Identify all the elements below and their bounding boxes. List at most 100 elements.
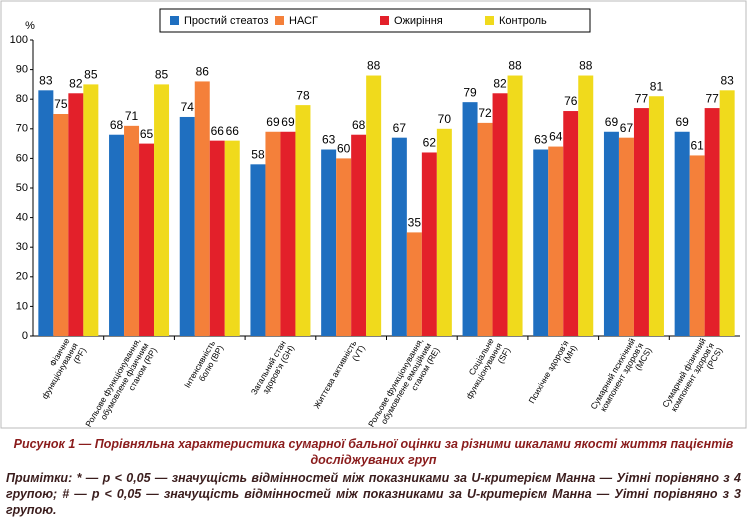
- note: Примітки: * — p < 0,05 — значущість відм…: [6, 471, 741, 517]
- bar: [719, 90, 735, 336]
- legend-swatch: [275, 16, 284, 25]
- x-tick-label: Інтенсивністьболю (BP): [182, 338, 226, 394]
- x-tick-label: Загальний станздоров'я (GH): [249, 338, 296, 401]
- bar: [548, 146, 564, 336]
- data-label: 86: [196, 65, 210, 79]
- bar: [53, 114, 69, 336]
- legend-box: [159, 8, 591, 33]
- x-tick-label: Фізичнефункціонування(PF): [32, 336, 89, 406]
- bar: [674, 131, 690, 336]
- data-label: 76: [564, 94, 578, 108]
- legend-label: НАСГ: [289, 15, 318, 27]
- bar: [38, 90, 54, 336]
- bar: [492, 93, 508, 336]
- bar: [704, 108, 720, 336]
- x-tick-label: Рольове функціонування,обумовлене емоцій…: [366, 336, 442, 430]
- data-label: 69: [266, 115, 280, 129]
- data-label: 71: [125, 109, 139, 123]
- y-tick-label: 80: [16, 93, 28, 105]
- bar: [406, 232, 422, 336]
- bar: [179, 116, 195, 337]
- bar: [533, 149, 549, 336]
- bar: [209, 140, 225, 336]
- bar: [124, 125, 140, 336]
- data-label: 78: [296, 88, 310, 102]
- bar: [462, 102, 478, 336]
- x-tick-label: Сумарний психічнийкомпонент здоров'я(MCS…: [588, 336, 654, 421]
- bar: [603, 131, 619, 336]
- bar: [648, 96, 664, 337]
- data-label: 66: [226, 124, 240, 138]
- bar: [633, 108, 649, 336]
- x-tick-label: Психічне здоров'я(MH): [527, 338, 580, 410]
- legend-swatch: [380, 16, 389, 25]
- bar: [295, 105, 311, 337]
- y-tick-label: 0: [22, 330, 28, 342]
- chart: % 0 10 20 30 40 50 60 70 80 90 100 Простий стеатоз Н…: [0, 0, 747, 430]
- legend-label: Простий стеатоз: [184, 15, 268, 27]
- data-label: 69: [605, 115, 619, 129]
- bar: [421, 152, 437, 336]
- bar: [689, 155, 705, 336]
- data-label: 64: [549, 130, 563, 144]
- bar: [224, 140, 240, 336]
- data-label: 62: [423, 136, 437, 150]
- bar: [366, 75, 382, 337]
- data-label: 77: [635, 91, 649, 105]
- data-label: 82: [69, 76, 83, 90]
- legend-label: Ожиріння: [394, 15, 443, 27]
- y-tick-label: 60: [16, 152, 28, 164]
- bar: [265, 131, 281, 336]
- bar: [194, 81, 210, 336]
- data-label: 81: [650, 79, 664, 93]
- bar: [154, 84, 170, 337]
- legend-label: Контроль: [499, 15, 547, 27]
- y-tick-label: 70: [16, 123, 28, 135]
- y-tick-label: 30: [16, 241, 28, 253]
- bar: [391, 137, 407, 336]
- bar: [68, 93, 84, 336]
- data-label: 61: [690, 139, 704, 153]
- bar: [280, 131, 296, 336]
- x-tick-label: Сумарний фізичнийкомпонент здоров'я(PCS): [660, 336, 724, 419]
- bar: [618, 137, 634, 336]
- data-label: 67: [620, 121, 634, 135]
- data-label: 58: [251, 147, 265, 161]
- data-label: 85: [155, 68, 169, 82]
- data-label: 60: [337, 142, 351, 156]
- y-axis-label: %: [25, 20, 35, 32]
- bar: [477, 122, 493, 336]
- y-tick-label: 10: [16, 300, 28, 312]
- data-label: 35: [408, 216, 422, 230]
- bar: [321, 149, 337, 336]
- bar: [83, 84, 99, 337]
- data-label: 85: [84, 68, 98, 82]
- x-tick-label: Соціальнефункціонування(SF): [456, 336, 513, 406]
- data-label: 65: [140, 127, 154, 141]
- data-label: 74: [181, 100, 195, 114]
- data-label: 79: [463, 85, 477, 99]
- data-label: 63: [534, 133, 548, 147]
- legend-swatch: [485, 16, 494, 25]
- data-label: 77: [705, 91, 719, 105]
- data-label: 66: [211, 124, 225, 138]
- data-label: 68: [110, 118, 124, 132]
- y-tick-label: 20: [16, 271, 28, 283]
- bar: [436, 128, 452, 336]
- data-label: 83: [39, 73, 53, 87]
- data-label: 70: [438, 112, 452, 126]
- data-label: 88: [367, 59, 381, 73]
- bar: [336, 158, 352, 336]
- legend-swatch: [170, 16, 179, 25]
- bar: [250, 164, 266, 336]
- x-tick-label: Рольове функціонування,обумовлене фізичн…: [83, 336, 159, 430]
- bar: [109, 134, 125, 336]
- data-label: 88: [579, 59, 593, 73]
- data-label: 75: [54, 97, 68, 111]
- frame: [0, 0, 747, 429]
- data-label: 69: [281, 115, 295, 129]
- y-tick-label: 90: [16, 64, 28, 76]
- caption: Рисунок 1 — Порівняльна характеристика с…: [13, 437, 734, 467]
- y-tick-label: 100: [10, 34, 28, 46]
